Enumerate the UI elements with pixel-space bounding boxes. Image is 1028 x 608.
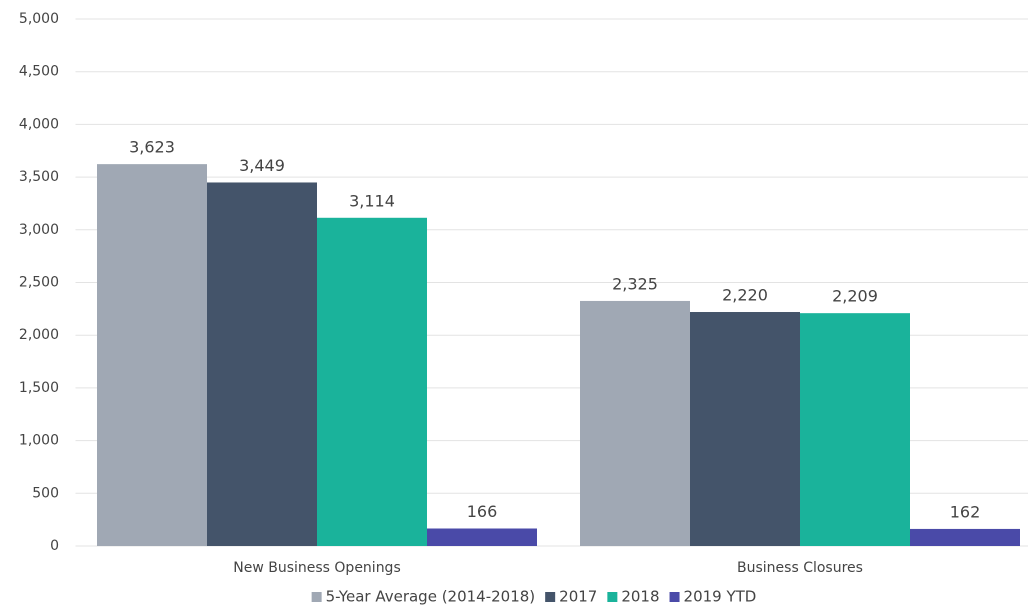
- bar: [207, 182, 317, 546]
- y-tick-label: 4,000: [19, 116, 59, 132]
- bar: [580, 300, 690, 546]
- y-tick-label: 1,500: [19, 380, 59, 396]
- value-label: 162: [950, 502, 981, 521]
- bar: [800, 313, 910, 546]
- y-tick-label: 2,500: [19, 275, 59, 291]
- value-label: 2,209: [832, 287, 878, 306]
- y-tick-label: 1,000: [19, 433, 59, 449]
- bar: [97, 164, 207, 546]
- value-label: 3,114: [349, 191, 395, 210]
- legend-swatch: [607, 592, 618, 602]
- value-label: 3,449: [239, 156, 285, 175]
- y-tick-label: 5,000: [19, 11, 59, 27]
- legend-swatch: [669, 592, 680, 602]
- y-tick-label: 3,000: [19, 222, 59, 238]
- y-tick-label: 500: [32, 485, 59, 501]
- legend-label: 2017: [559, 588, 597, 606]
- x-tick-label: Business Closures: [737, 560, 863, 576]
- bar: [427, 528, 537, 546]
- value-label: 3,623: [129, 138, 175, 157]
- legend-label: 2019 YTD: [684, 588, 757, 606]
- y-tick-label: 4,500: [19, 64, 59, 80]
- x-tick-label: New Business Openings: [233, 560, 401, 576]
- legend-label: 5-Year Average (2014-2018): [326, 588, 536, 606]
- value-label: 166: [467, 502, 498, 521]
- bar: [317, 217, 427, 546]
- legend-swatch: [545, 592, 556, 602]
- legend-swatch: [311, 592, 322, 602]
- legend-label: 2018: [621, 588, 659, 606]
- y-tick-label: 2,000: [19, 327, 59, 343]
- y-tick-label: 3,500: [19, 169, 59, 185]
- y-tick-label: 0: [50, 538, 59, 554]
- bar: [690, 312, 800, 546]
- bar: [910, 528, 1020, 546]
- value-label: 2,325: [612, 274, 658, 293]
- value-label: 2,220: [722, 286, 768, 305]
